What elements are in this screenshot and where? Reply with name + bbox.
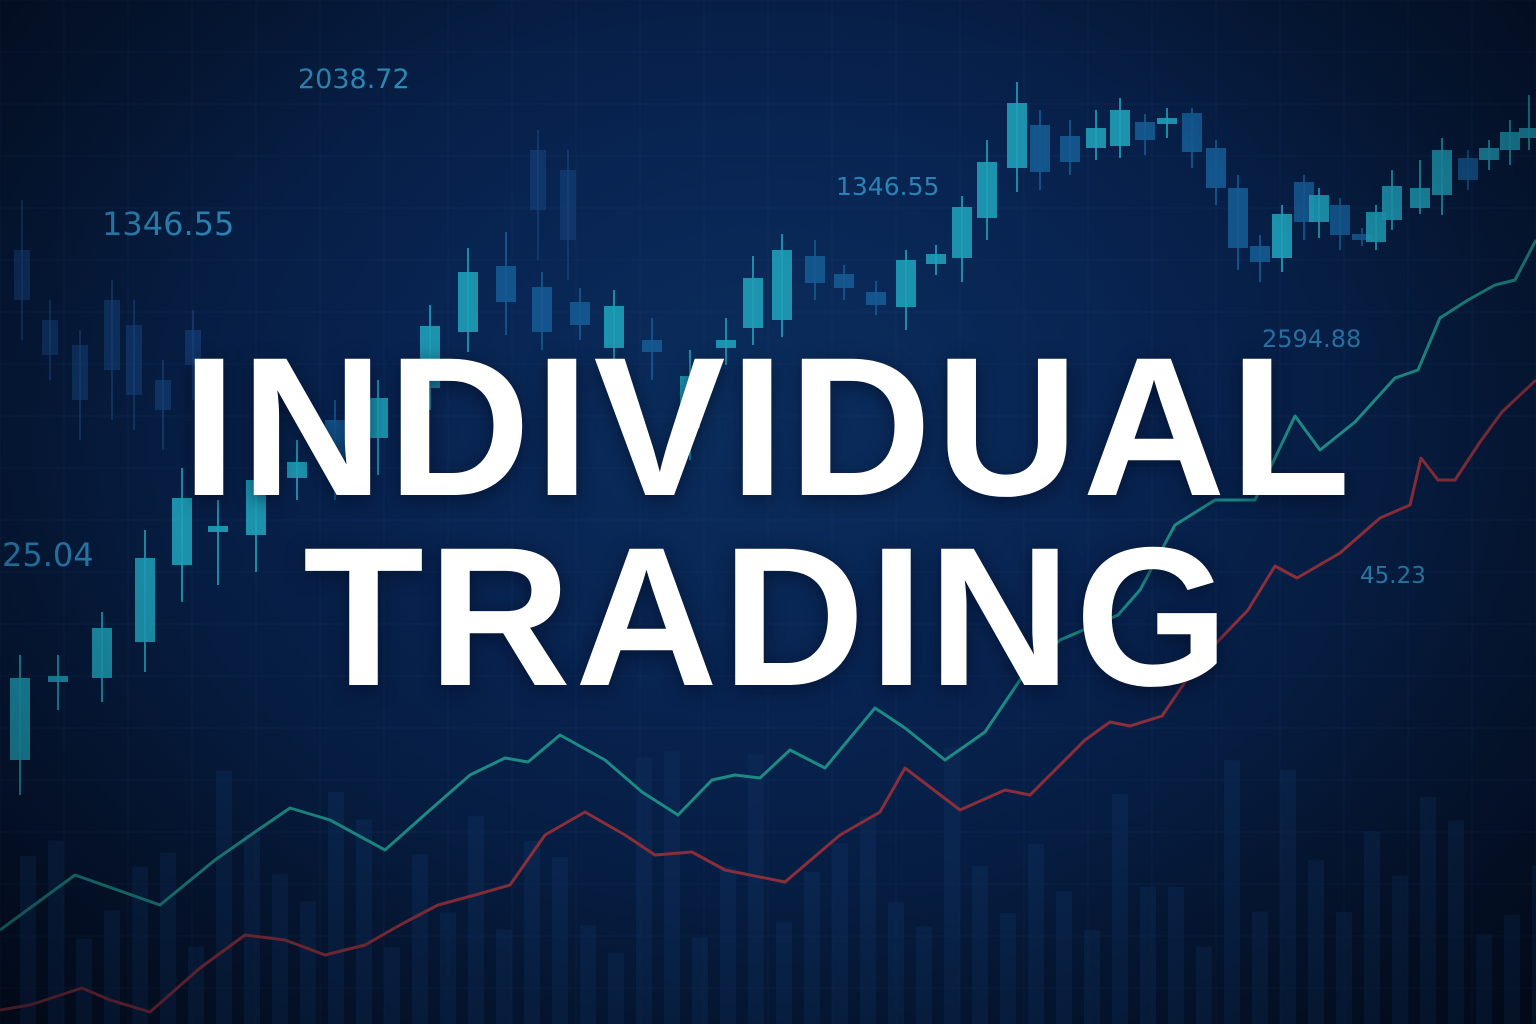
volume-bar (1448, 820, 1464, 1024)
price-label-center: 1346.55 (836, 172, 940, 201)
volume-bar (1140, 886, 1156, 1024)
volume-bar (496, 929, 512, 1024)
volume-bar (1168, 886, 1184, 1024)
volume-bar (300, 901, 316, 1024)
volume-bar (692, 937, 708, 1024)
volume-bar (972, 865, 988, 1024)
volume-bar (1392, 875, 1408, 1024)
volume-bar (860, 816, 876, 1024)
candle-body (1007, 103, 1027, 168)
volume-bar (1504, 914, 1520, 1024)
bg-candle-body (530, 150, 546, 210)
candle-body (1458, 158, 1478, 180)
volume-bar (776, 922, 792, 1024)
candle-body (1135, 122, 1155, 140)
candle-body (977, 162, 997, 218)
volume-bar (1112, 793, 1128, 1024)
volume-bar (1364, 831, 1380, 1024)
candle-body (1519, 128, 1536, 138)
volume-bar (132, 866, 148, 1024)
candle-body (1272, 214, 1292, 258)
candle-body (926, 254, 946, 264)
volume-bar (412, 854, 428, 1024)
volume-bar (1308, 860, 1324, 1024)
candle-body (1500, 132, 1520, 150)
volume-bar (608, 952, 624, 1024)
volume-bar (1000, 912, 1016, 1024)
volume-bar (216, 770, 232, 1024)
candle-body (1479, 148, 1499, 160)
candle-body (1330, 205, 1350, 235)
volume-bar (160, 852, 176, 1024)
candle-body (1309, 195, 1329, 222)
volume-bar (552, 856, 568, 1024)
candle-body (772, 250, 792, 320)
candle-body (1382, 186, 1402, 220)
candle-body (1086, 128, 1106, 148)
candle-body (834, 274, 854, 288)
volume-bar (20, 856, 36, 1024)
volume-bar (1252, 911, 1268, 1024)
volume-bar (944, 747, 960, 1024)
candle-body (952, 207, 972, 258)
volume-bar (468, 816, 484, 1024)
volume-bar (272, 873, 288, 1024)
candle-body (1110, 110, 1130, 146)
candle-body (1157, 118, 1177, 124)
volume-bar (1084, 930, 1100, 1024)
headline: INDIVIDUAL TRADING (0, 316, 1536, 727)
volume-bar (580, 925, 596, 1024)
bg-candle-body (560, 170, 576, 240)
volume-bar (1336, 912, 1352, 1024)
price-label-top: 2038.72 (298, 64, 410, 95)
volume-bar (244, 834, 260, 1024)
volume-bar (188, 946, 204, 1024)
volume-bar (76, 938, 92, 1024)
price-label-left: 1346.55 (102, 205, 235, 243)
volume-bar (524, 840, 540, 1024)
volume-bars (20, 747, 1536, 1024)
candle-body (1410, 188, 1430, 208)
volume-bar (720, 866, 736, 1024)
volume-bar (804, 871, 820, 1024)
volume-bar (1224, 760, 1240, 1024)
volume-bar (1280, 769, 1296, 1024)
volume-bar (1196, 946, 1212, 1024)
candle-body (1432, 150, 1452, 195)
volume-bar (748, 753, 764, 1024)
volume-bar (888, 902, 904, 1024)
candle-body (1182, 113, 1202, 152)
volume-bar (1420, 797, 1436, 1024)
candle-body (896, 260, 916, 307)
volume-bar (356, 819, 372, 1024)
candle-body (866, 292, 886, 305)
bg-candle-body (14, 250, 30, 300)
volume-bar (1056, 891, 1072, 1024)
candle-body (1206, 148, 1226, 188)
candle-body (1250, 246, 1270, 262)
candle-body (805, 256, 825, 283)
volume-bar (384, 947, 400, 1024)
volume-bar (1028, 843, 1044, 1024)
candle-body (496, 266, 516, 302)
volume-bar (1476, 934, 1492, 1024)
volume-bar (916, 926, 932, 1024)
volume-bar (440, 912, 456, 1024)
volume-bar (664, 750, 680, 1024)
volume-bar (832, 842, 848, 1024)
candle-body (1228, 188, 1248, 248)
volume-bar (104, 910, 120, 1024)
volume-bar (1532, 864, 1536, 1024)
headline-line-2: TRADING (303, 506, 1233, 727)
candle-body (1060, 136, 1080, 162)
headline-line-1: INDIVIDUAL (181, 316, 1355, 537)
candle-body (1030, 125, 1050, 172)
